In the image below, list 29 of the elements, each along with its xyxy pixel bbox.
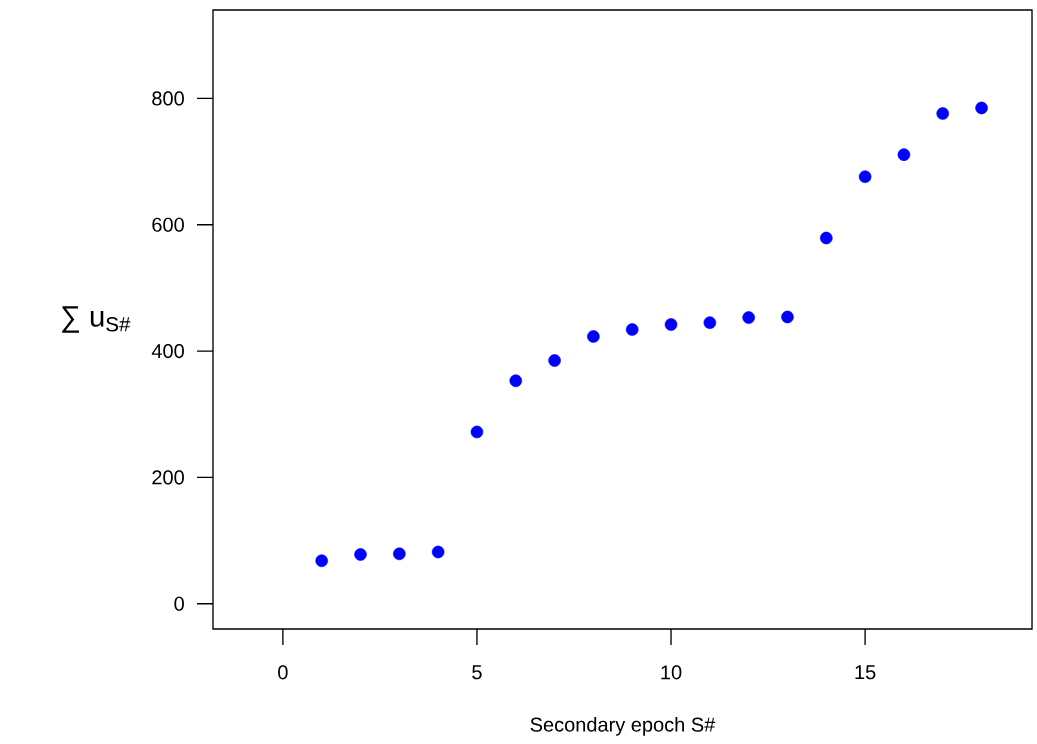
point xyxy=(936,107,949,120)
point xyxy=(664,318,678,331)
y-axis-title: ∑ u$_{S#}$ xyxy=(62,306,131,333)
y-tick-label: 200 xyxy=(152,470,184,485)
point xyxy=(431,545,445,559)
point xyxy=(703,316,717,329)
point xyxy=(470,425,484,439)
x-tick-label: 10 xyxy=(661,665,682,680)
point xyxy=(858,170,872,184)
y-tick-label: 400 xyxy=(151,344,184,359)
point xyxy=(354,548,367,561)
point xyxy=(820,231,833,245)
point xyxy=(587,330,600,343)
y-tick-label: 0 xyxy=(174,596,184,611)
y-tick-label: 800 xyxy=(152,91,184,106)
point xyxy=(315,554,328,568)
x-tick-label: 15 xyxy=(855,665,876,680)
point xyxy=(781,310,794,324)
x-axis-title: Secondary epoch S# xyxy=(530,717,716,736)
point xyxy=(625,323,639,336)
point xyxy=(742,311,755,324)
point xyxy=(975,101,988,115)
point xyxy=(548,354,561,367)
point xyxy=(393,547,406,561)
x-tick-label: 0 xyxy=(278,665,288,680)
point xyxy=(509,374,523,388)
point xyxy=(897,148,911,161)
y-tick-label: 600 xyxy=(152,217,184,232)
x-tick-label: 5 xyxy=(472,665,482,680)
